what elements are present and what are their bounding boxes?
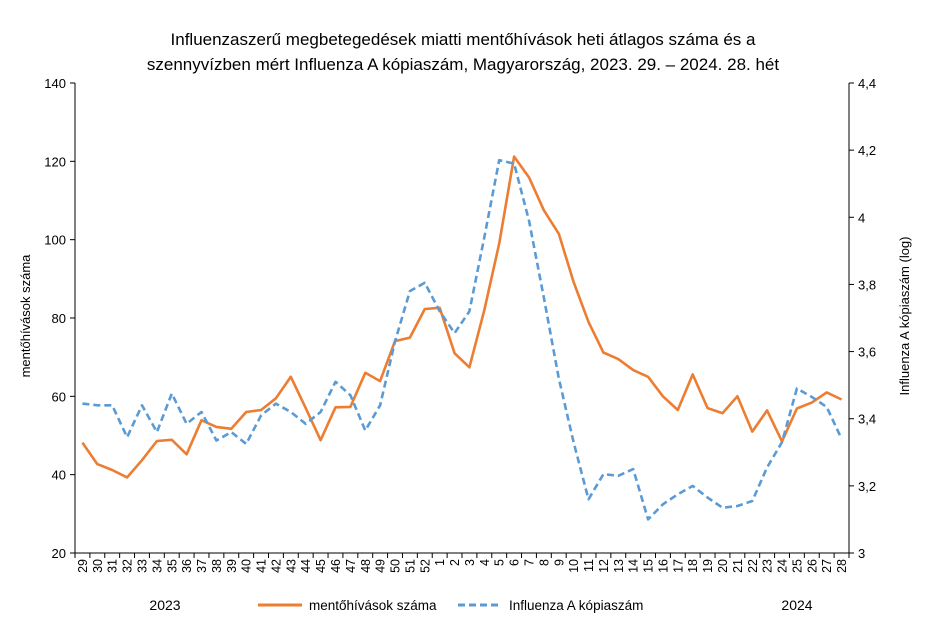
x-tick-label: 19 xyxy=(701,559,715,573)
right-tick-label: 3,2 xyxy=(858,479,876,494)
x-tick-label: 2 xyxy=(448,559,462,566)
legend-label-ambulance-calls: mentőhívások száma xyxy=(309,598,437,613)
x-tick-label: 18 xyxy=(686,559,700,573)
x-tick-label: 50 xyxy=(389,559,403,573)
x-tick-label: 14 xyxy=(627,559,641,573)
right-tick-label: 4,4 xyxy=(858,76,876,91)
x-tick-label: 6 xyxy=(508,559,522,566)
x-tick-label: 25 xyxy=(790,559,804,573)
x-tick-label: 17 xyxy=(671,559,685,573)
right-tick-label: 3 xyxy=(858,546,865,561)
series-line-ambulance-calls xyxy=(81,155,843,479)
x-tick-label: 31 xyxy=(106,559,120,573)
x-tick-label: 39 xyxy=(225,559,239,573)
x-tick-label: 20 xyxy=(716,559,730,573)
right-tick-label: 4 xyxy=(858,210,865,225)
x-tick-label: 37 xyxy=(195,559,209,573)
right-tick-label: 4,2 xyxy=(858,143,876,158)
x-tick-label: 5 xyxy=(493,559,507,566)
x-tick-label: 30 xyxy=(91,559,105,573)
year-label-2023: 2023 xyxy=(149,597,180,613)
x-tick-label: 24 xyxy=(776,559,790,573)
x-tick-label: 28 xyxy=(835,559,849,573)
x-tick-label: 52 xyxy=(418,559,432,573)
x-tick-label: 15 xyxy=(642,559,656,573)
x-tick-label: 35 xyxy=(165,559,179,573)
x-tick-label: 32 xyxy=(121,559,135,573)
x-tick-label: 36 xyxy=(180,559,194,573)
x-tick-label: 4 xyxy=(478,559,492,566)
series-line-influenza-a xyxy=(82,158,843,521)
left-tick-label: 80 xyxy=(52,311,66,326)
x-tick-label: 27 xyxy=(820,559,834,573)
left-tick-label: 120 xyxy=(44,154,66,169)
right-tick-label: 3,4 xyxy=(858,412,876,427)
x-tick-label: 49 xyxy=(374,559,388,573)
left-axis-title: mentőhívások száma xyxy=(18,254,33,378)
x-tick-label: 11 xyxy=(582,559,596,572)
x-tick-label: 47 xyxy=(344,559,358,573)
x-tick-label: 29 xyxy=(76,559,90,573)
x-tick-label: 48 xyxy=(359,559,373,573)
x-tick-label: 12 xyxy=(597,559,611,573)
x-tick-label: 40 xyxy=(240,559,254,573)
year-label-2024: 2024 xyxy=(781,597,812,613)
x-tick-label: 51 xyxy=(403,559,417,573)
x-tick-label: 33 xyxy=(136,559,150,573)
series-layer xyxy=(81,155,843,521)
x-tick-label: 45 xyxy=(314,559,328,573)
left-tick-label: 140 xyxy=(44,76,66,91)
x-tick-label: 43 xyxy=(284,559,298,573)
x-tick-label: 10 xyxy=(567,559,581,573)
x-tick-label: 7 xyxy=(523,559,537,566)
right-tick-label: 3,8 xyxy=(858,277,876,292)
right-y-axis-ticks: 3 3,2 3,4 3,6 3,8 4 4,2 4,4 xyxy=(849,76,876,561)
x-tick-label: 1 xyxy=(433,559,447,566)
left-y-axis-ticks: 20 40 60 80 100 120 140 xyxy=(44,76,75,561)
x-tick-label: 22 xyxy=(746,559,760,573)
right-tick-label: 3,6 xyxy=(858,345,876,360)
x-tick-label: 9 xyxy=(552,559,566,566)
x-tick-label: 8 xyxy=(537,559,551,566)
left-tick-label: 20 xyxy=(52,546,66,561)
x-tick-label: 44 xyxy=(299,559,313,573)
x-tick-label: 26 xyxy=(805,559,819,573)
chart-title-line-1: Influenzaszerű megbetegedések miatti men… xyxy=(171,30,756,49)
x-tick-label: 42 xyxy=(269,559,283,573)
left-tick-label: 100 xyxy=(44,233,66,248)
x-tick-label: 23 xyxy=(761,559,775,573)
axes xyxy=(74,83,850,554)
x-tick-label: 46 xyxy=(329,559,343,573)
chart-title: Influenzaszerű megbetegedések miatti men… xyxy=(147,30,779,74)
x-tick-label: 16 xyxy=(656,559,670,573)
x-tick-label: 21 xyxy=(731,559,745,573)
x-tick-label: 41 xyxy=(255,559,269,573)
x-tick-label: 38 xyxy=(210,559,224,573)
legend-label-influenza-a: Influenza A kópiaszám xyxy=(509,598,643,613)
x-tick-label: 3 xyxy=(463,559,477,566)
x-tick-label: 13 xyxy=(612,559,626,573)
x-tick-label: 34 xyxy=(150,559,164,573)
left-tick-label: 40 xyxy=(52,468,66,483)
chart-title-line-2: szennyvízben mért Influenza A kópiaszám,… xyxy=(147,55,779,74)
legend: mentőhívások száma Influenza A kópiaszám xyxy=(258,598,643,613)
left-tick-label: 60 xyxy=(52,389,66,404)
x-axis-ticks: 29 30 31 32 33 34 35 36 37 38 39 40 41 42 43 44 45 46 47 48… xyxy=(74,553,850,573)
right-axis-title: Influenza A kópiaszám (log) xyxy=(897,237,912,396)
